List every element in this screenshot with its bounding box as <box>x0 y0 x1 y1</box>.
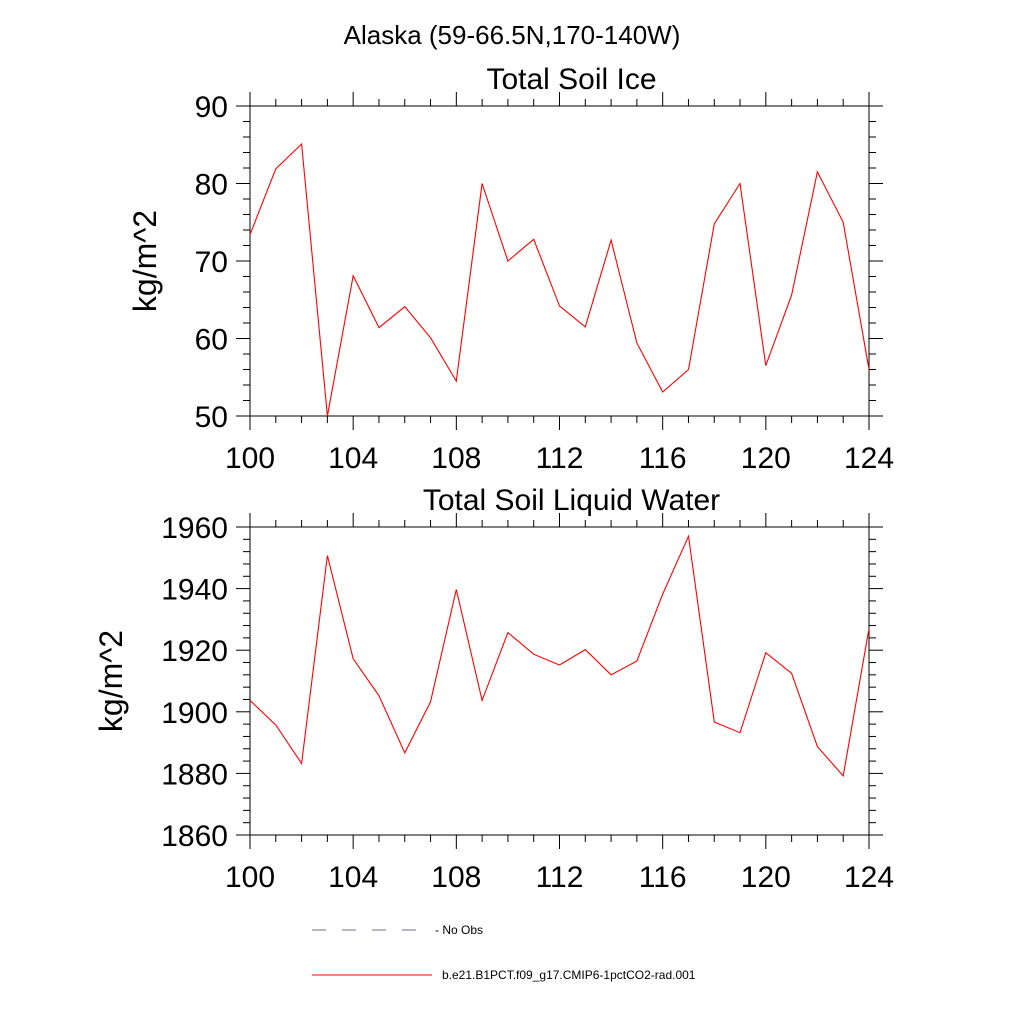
x-tick-label: 124 <box>844 861 894 894</box>
chart-panels: Total Soil Ice kg/m^2 100 104 108 112 116 120 12… <box>93 63 894 894</box>
y-tick-label: 1900 <box>161 697 228 730</box>
legend-label-1: - No Obs <box>435 923 483 937</box>
y-tick-label: 1940 <box>161 574 228 607</box>
legend: - No Obs b.e21.B1PCT.f09_g17.CMIP6-1pctCO… <box>312 923 696 982</box>
figure-title: Alaska (59-66.5N,170-140W) <box>344 20 681 50</box>
x-tick-label: 104 <box>328 861 378 894</box>
panel-title: Total Soil Ice <box>486 63 656 96</box>
series-line-1 <box>249 142 870 417</box>
panel-title: Total Soil Liquid Water <box>423 484 720 517</box>
x-tick-label: 120 <box>741 861 791 894</box>
y-tick-label: 1860 <box>161 820 228 853</box>
plot-frame <box>249 526 870 836</box>
x-tick-label: 100 <box>225 442 275 475</box>
x-tick-label: 124 <box>844 442 894 475</box>
chart-panel-2: Total Soil Liquid Water kg/m^2 100 104 108 11… <box>93 484 894 894</box>
x-tick-label: 108 <box>431 442 481 475</box>
y-tick-label: 60 <box>195 324 228 357</box>
series-line-1 <box>249 534 870 778</box>
x-tick-label: 116 <box>639 861 687 894</box>
legend-label-2: b.e21.B1PCT.f09_g17.CMIP6-1pctCO2-rad.00… <box>442 968 696 982</box>
x-tick-label: 116 <box>639 442 687 475</box>
x-tick-label: 120 <box>741 442 791 475</box>
x-tick-label: 108 <box>431 861 481 894</box>
x-tick-label: 100 <box>225 861 275 894</box>
plot-frame <box>249 105 870 417</box>
y-axis-label: kg/m^2 <box>93 630 129 732</box>
y-tick-label: 1920 <box>161 635 228 668</box>
x-tick-label: 112 <box>536 861 584 894</box>
x-tick-label: 112 <box>536 442 584 475</box>
y-tick-label: 1960 <box>161 512 228 545</box>
y-tick-label: 50 <box>195 401 228 434</box>
y-tick-label: 1880 <box>161 758 228 791</box>
y-tick-label: 70 <box>195 246 228 279</box>
y-axis-label: kg/m^2 <box>127 210 163 312</box>
x-tick-label: 104 <box>328 442 378 475</box>
chart-panel-1: Total Soil Ice kg/m^2 100 104 108 112 116 120 12… <box>127 63 894 475</box>
y-tick-label: 90 <box>195 91 228 124</box>
y-tick-label: 80 <box>195 169 228 202</box>
